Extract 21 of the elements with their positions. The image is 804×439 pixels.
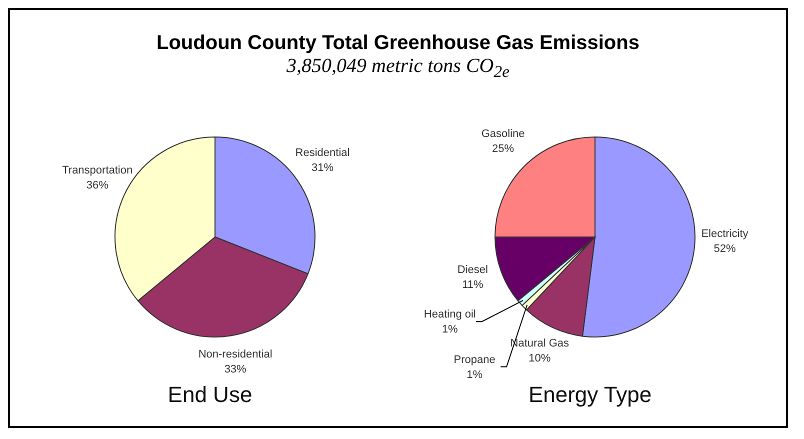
slice-label: Propane	[454, 354, 496, 366]
slice-label: Transportation	[62, 164, 133, 177]
slice-label: Electricity	[701, 228, 749, 240]
slice-label: Residential	[295, 146, 350, 159]
data-label: 10%	[528, 352, 551, 365]
text: 3,850,049 metric tons CO$_{2e}$	[286, 55, 510, 82]
data-label: 36%	[86, 180, 109, 192]
slice-label: Diesel	[457, 264, 488, 276]
slice-label: Gasoline	[481, 128, 525, 140]
text: Energy Type	[527, 382, 653, 408]
slice-label: Heating oil	[424, 308, 476, 321]
text: Loudoun County Total Greenhouse Gas Emissions	[155, 32, 640, 55]
data-label: 1%	[466, 368, 483, 381]
data-label: 1%	[442, 324, 458, 336]
data-label: 25%	[492, 143, 514, 156]
data-label: 52%	[714, 243, 736, 256]
data-label: 31%	[312, 162, 334, 174]
data-label: 33%	[224, 363, 247, 376]
text: End Use	[166, 382, 254, 408]
slice-label: Non-residential	[198, 348, 272, 360]
data-label: 11%	[462, 279, 484, 292]
